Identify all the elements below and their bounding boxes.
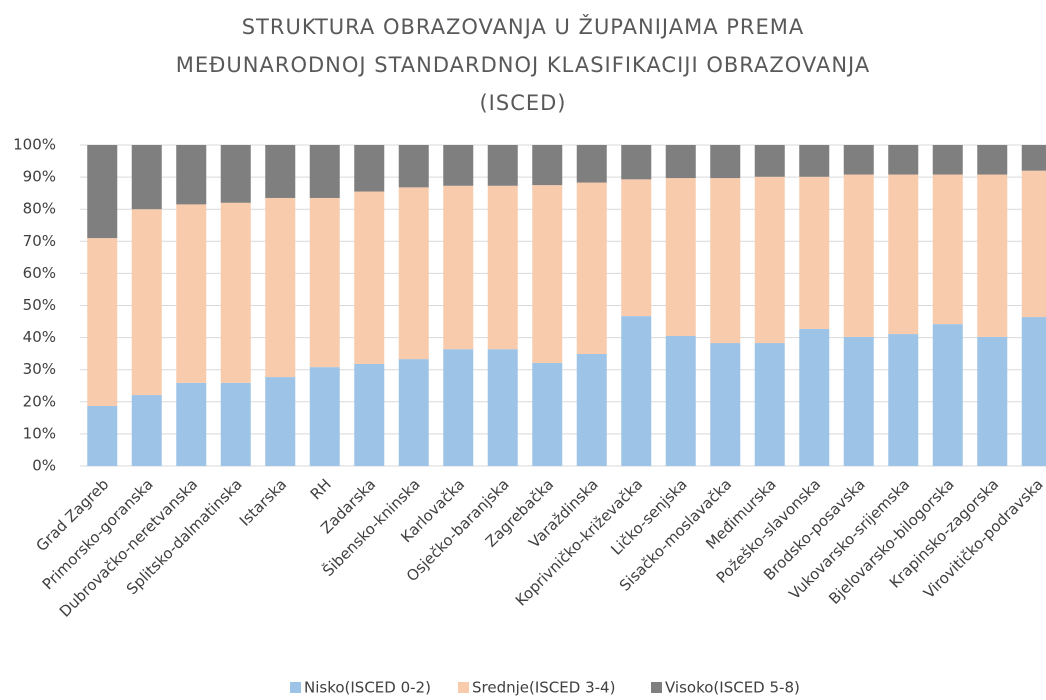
bar-segment bbox=[309, 197, 340, 368]
bar-segment bbox=[665, 145, 696, 179]
y-tick-label: 90% bbox=[23, 168, 56, 186]
bar-segment bbox=[977, 174, 1008, 337]
bar-segment bbox=[1021, 170, 1046, 318]
bar-segment bbox=[576, 145, 607, 183]
bar-segment bbox=[621, 145, 652, 180]
y-tick-label: 100% bbox=[13, 136, 56, 154]
bar-segment bbox=[888, 334, 919, 466]
bar-segment bbox=[710, 178, 741, 344]
chart-title: MEĐUNARODNOJ STANDARDNOJ KLASIFIKACIJI O… bbox=[176, 53, 870, 77]
bar-segment bbox=[354, 145, 385, 192]
y-tick-label: 30% bbox=[23, 360, 56, 378]
bar-segment bbox=[131, 145, 162, 210]
legend-label: Srednje(ISCED 3-4) bbox=[472, 679, 615, 697]
bar-segment bbox=[220, 382, 251, 466]
y-tick-label: 0% bbox=[32, 457, 56, 475]
bar-segment bbox=[220, 202, 251, 383]
bar-segment bbox=[710, 145, 741, 179]
y-tick-label: 80% bbox=[23, 200, 56, 218]
bar-segment bbox=[487, 145, 518, 186]
bar-segment bbox=[131, 395, 162, 466]
bar-segment bbox=[710, 343, 741, 466]
bar-segment bbox=[443, 145, 474, 186]
bar-segment bbox=[176, 145, 207, 205]
bar-segment bbox=[532, 185, 563, 363]
legend-label: Visoko(ISCED 5-8) bbox=[665, 679, 800, 697]
bar-segment bbox=[1021, 317, 1046, 466]
legend-swatch bbox=[651, 682, 662, 693]
bar-segment bbox=[799, 176, 830, 329]
bar-segment bbox=[131, 209, 162, 396]
bar-segment bbox=[888, 174, 919, 335]
bar-segment bbox=[799, 328, 830, 466]
y-tick-label: 10% bbox=[23, 424, 56, 442]
bar-segment bbox=[443, 185, 474, 350]
bar-segment bbox=[576, 182, 607, 354]
bar-segment bbox=[621, 316, 652, 466]
bar-segment bbox=[87, 238, 118, 406]
bar-segment bbox=[621, 179, 652, 317]
bar-segment bbox=[932, 145, 963, 175]
bar-segment bbox=[754, 145, 785, 177]
bar-segment bbox=[487, 349, 518, 466]
bar-segment bbox=[265, 145, 296, 198]
bar-segment bbox=[220, 145, 251, 203]
bar-segment bbox=[843, 174, 874, 337]
bar-segment bbox=[932, 324, 963, 466]
bar-segment bbox=[87, 405, 118, 466]
bar-segment bbox=[309, 145, 340, 198]
bar-segment bbox=[754, 176, 785, 344]
bar-segment bbox=[843, 145, 874, 175]
x-tick-label: Istarska bbox=[236, 475, 290, 529]
bar-segment bbox=[532, 362, 563, 466]
bar-segment bbox=[354, 363, 385, 466]
bar-segment bbox=[932, 174, 963, 325]
bar-segment bbox=[888, 145, 919, 175]
bar-segment bbox=[843, 336, 874, 466]
chart-title: STRUKTURA OBRAZOVANJA U ŽUPANIJAMA PREMA bbox=[242, 14, 805, 39]
y-tick-label: 70% bbox=[23, 232, 56, 250]
y-tick-label: 20% bbox=[23, 392, 56, 410]
bar-segment bbox=[576, 353, 607, 466]
bar-segment bbox=[87, 145, 118, 239]
bar-segment bbox=[977, 145, 1008, 175]
bar-segment bbox=[309, 367, 340, 466]
legend-label: Nisko(ISCED 0-2) bbox=[304, 679, 431, 697]
bar-segment bbox=[443, 349, 474, 466]
legend-swatch bbox=[458, 682, 469, 693]
bar-segment bbox=[665, 178, 696, 336]
bar-segment bbox=[354, 191, 385, 364]
y-tick-label: 40% bbox=[23, 328, 56, 346]
bar-segment bbox=[977, 336, 1008, 466]
bar-segment bbox=[1021, 145, 1046, 171]
bar-segment bbox=[176, 382, 207, 466]
bar-segment bbox=[398, 187, 429, 360]
bar-segment bbox=[398, 145, 429, 188]
y-tick-label: 60% bbox=[23, 264, 56, 282]
y-tick-label: 50% bbox=[23, 296, 56, 314]
chart-title: (ISCED) bbox=[479, 91, 566, 115]
bar-segment bbox=[265, 197, 296, 378]
bar-segment bbox=[487, 185, 518, 350]
bar-segment bbox=[176, 204, 207, 383]
legend-swatch bbox=[290, 682, 301, 693]
bar-segment bbox=[398, 359, 429, 466]
bar-segment bbox=[265, 377, 296, 466]
bar-segment bbox=[665, 335, 696, 466]
bar-segment bbox=[754, 343, 785, 466]
bar-segment bbox=[532, 145, 563, 186]
x-tick-label: RH bbox=[307, 475, 335, 503]
bar-segment bbox=[799, 145, 830, 177]
